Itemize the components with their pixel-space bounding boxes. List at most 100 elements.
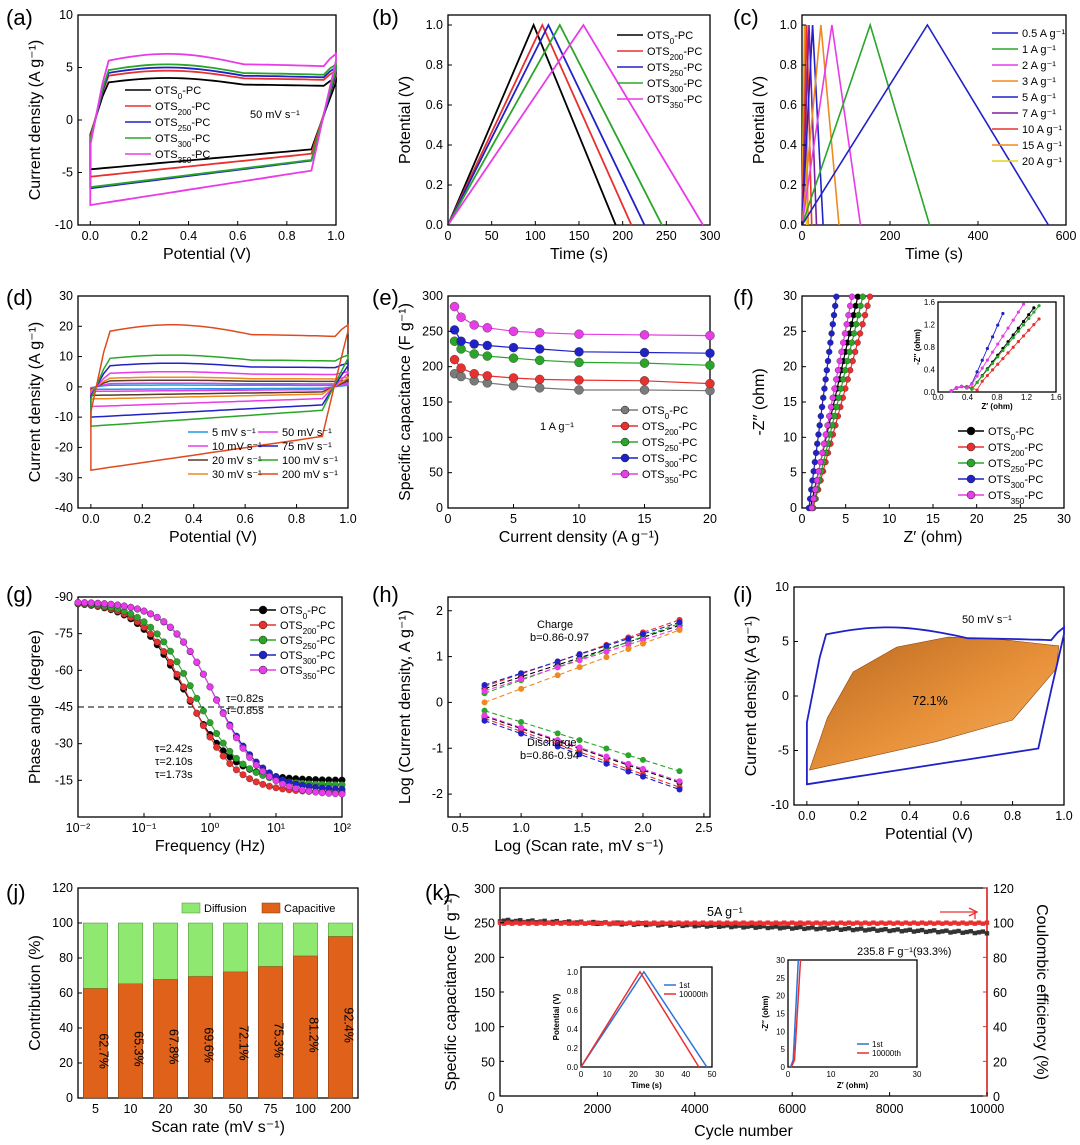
y-tick-label: 200	[422, 360, 443, 374]
panel-label: (e)	[372, 285, 399, 310]
y-tick-label: 0.6	[780, 98, 797, 112]
capacitance-point	[716, 924, 722, 929]
legend-label: 75 mV s⁻¹	[282, 441, 332, 453]
x-tick-label: 0	[799, 229, 806, 243]
efficiency-point	[842, 921, 848, 926]
inset-y-tick: 0.6	[567, 1006, 579, 1015]
data-point	[94, 599, 102, 607]
data-point	[160, 618, 168, 626]
panel-label: (b)	[372, 5, 399, 30]
data-point	[535, 344, 545, 354]
y-tick-label: 40	[59, 1021, 73, 1035]
x-tick-label: 20	[703, 512, 717, 526]
capacitance-point	[956, 928, 961, 934]
panel-label: (c)	[733, 5, 759, 30]
efficiency-point	[964, 921, 969, 926]
data-point	[845, 311, 852, 319]
capacitance-point	[733, 924, 738, 929]
x-tick-label: 2000	[583, 1102, 611, 1116]
x-tick-label: 200	[612, 229, 633, 243]
efficiency-point	[773, 920, 779, 925]
data-point	[279, 780, 287, 788]
x-axis-label: Log (Scan rate, mV s⁻¹)	[494, 838, 663, 855]
bar-value-label: 62.7%	[97, 1033, 111, 1068]
gcd-curve	[801, 24, 824, 226]
data-point	[456, 312, 466, 322]
inset-point	[1037, 304, 1041, 308]
data-point	[603, 648, 610, 655]
y-tick-label: -10	[771, 798, 789, 812]
efficiency-point	[968, 920, 973, 925]
inset-point	[985, 373, 990, 378]
axis-arrow	[940, 907, 979, 919]
legend-marker	[258, 605, 268, 615]
gcd-curve	[801, 24, 862, 226]
capacitance-point	[708, 923, 714, 928]
charge-label: Charge	[537, 619, 573, 631]
inset-point	[1027, 313, 1031, 317]
capacitance-point	[798, 924, 803, 930]
data-point	[705, 348, 715, 358]
efficiency-point	[980, 921, 986, 926]
data-point	[848, 293, 856, 300]
capacitance-point	[704, 924, 710, 929]
efficiency-point	[794, 921, 799, 926]
x-tick-label: 0.8	[1004, 809, 1021, 823]
inset-point	[954, 386, 959, 390]
data-point	[833, 376, 840, 383]
legend-label: OTS250-PC	[280, 635, 335, 651]
data-point	[140, 607, 148, 615]
capacitance-point	[895, 927, 900, 932]
capacitance-point	[721, 923, 726, 929]
y-tick-label: 0.2	[426, 178, 443, 192]
y2-tick-label: 20	[993, 1055, 1007, 1069]
x-tick-label: 0.8	[278, 229, 295, 243]
y-tick-label: 10	[783, 430, 797, 444]
legend-swatch	[181, 902, 201, 914]
legend-marker	[966, 490, 976, 500]
capacitance-point	[960, 930, 965, 935]
capacitance-point	[968, 929, 973, 934]
data-point	[831, 385, 838, 392]
capacitive-percent: 72.1%	[912, 694, 947, 708]
data-point	[625, 646, 632, 653]
capacitance-point	[972, 930, 978, 936]
data-point	[87, 599, 95, 607]
data-point	[829, 321, 836, 328]
inset-point	[1016, 326, 1020, 330]
inset-x-tick: 20	[629, 1070, 638, 1079]
y-tick-label: 50	[481, 1055, 495, 1069]
inset-point	[1027, 328, 1031, 332]
capacitance-point	[964, 929, 969, 935]
x-tick-label: 50	[485, 229, 499, 243]
efficiency-point	[595, 920, 600, 925]
efficiency-point	[664, 921, 669, 926]
inset-point	[1001, 311, 1005, 316]
x-tick-label: 30	[194, 1102, 208, 1116]
data-point	[815, 468, 822, 475]
y-tick-label: -20	[55, 440, 73, 454]
data-point	[705, 360, 715, 370]
x-tick-label: 100	[525, 229, 546, 243]
x-axis-label: Time (s)	[905, 246, 963, 263]
legend-label: 10 A g⁻¹	[1022, 124, 1062, 136]
data-point	[232, 766, 240, 774]
x-tick-label: 5	[842, 512, 849, 526]
legend-label: 1st	[679, 981, 690, 990]
efficiency-point	[668, 920, 673, 925]
inset-point	[965, 386, 969, 390]
data-point	[823, 367, 830, 374]
legend-label: OTS200-PC	[988, 442, 1043, 458]
data-point	[147, 630, 155, 638]
x-tick-label: 10	[124, 1102, 138, 1116]
data-point	[518, 670, 525, 677]
data-point	[837, 385, 845, 392]
y-tick-label: -15	[55, 773, 73, 787]
capacitance-point	[948, 930, 953, 935]
data-point	[828, 330, 835, 337]
efficiency-point	[623, 921, 629, 926]
capacitance-point	[903, 928, 909, 933]
efficiency-point	[688, 921, 693, 926]
y-tick-label: 20	[59, 319, 73, 333]
y-tick-label: 10	[59, 350, 73, 364]
